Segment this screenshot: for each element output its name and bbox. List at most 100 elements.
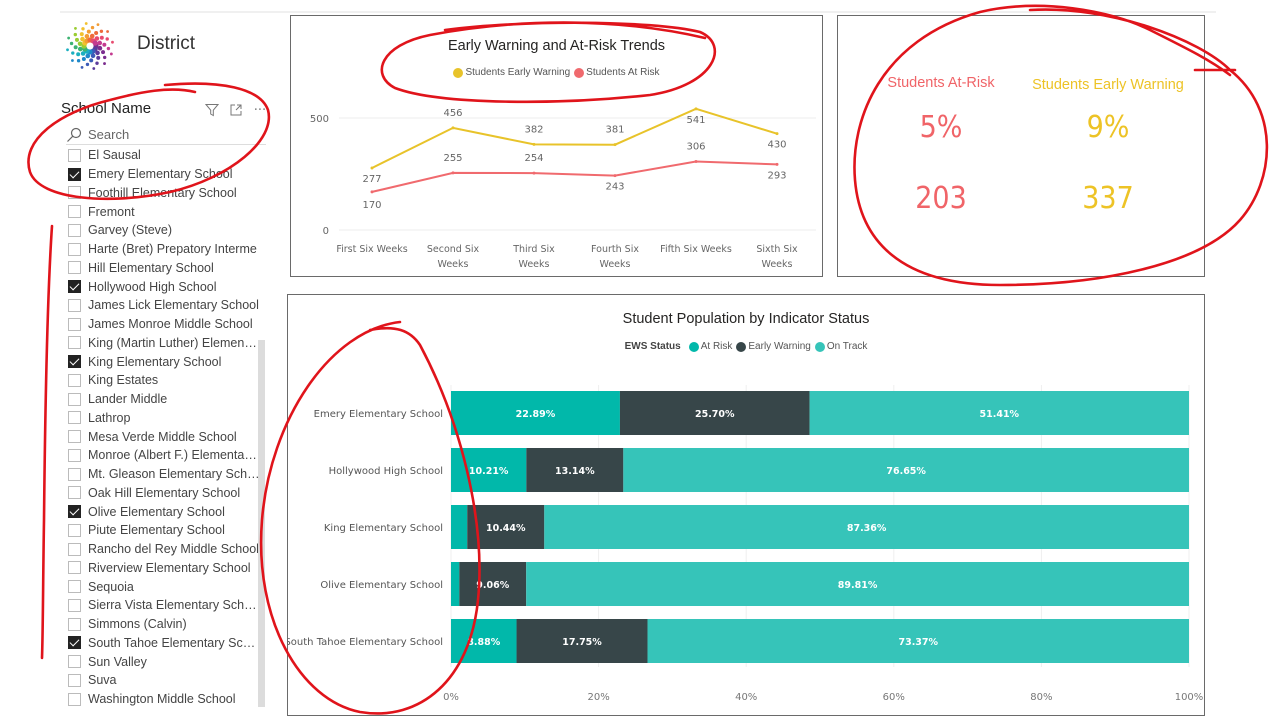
- legend-dot-on-track: [814, 341, 825, 352]
- checkbox-unchecked[interactable]: [68, 317, 81, 331]
- slicer-item[interactable]: Lathrop: [68, 409, 260, 428]
- slicer-item[interactable]: Garvey (Steve): [68, 221, 260, 240]
- x-tick-label: 60%: [883, 692, 905, 703]
- data-point-at-risk: [451, 171, 455, 175]
- slicer-item-label: Mt. Gleason Elementary School: [88, 467, 260, 482]
- checkbox-unchecked[interactable]: [68, 148, 81, 162]
- focus-mode-icon[interactable]: [228, 102, 244, 118]
- checkbox-unchecked[interactable]: [68, 205, 81, 219]
- checkbox-unchecked[interactable]: [68, 223, 81, 237]
- checkbox-unchecked[interactable]: [68, 617, 81, 631]
- slicer-item[interactable]: Lander Middle: [68, 390, 260, 409]
- checkbox-unchecked[interactable]: [68, 242, 81, 256]
- checkbox-unchecked[interactable]: [68, 673, 81, 687]
- bar-segment-early-warning: [619, 391, 810, 435]
- checkbox-unchecked[interactable]: [68, 655, 81, 669]
- slicer-item[interactable]: Foothill Elementary School: [68, 184, 260, 203]
- logo-dot: [77, 46, 83, 52]
- indicator-chart-title: Student Population by Indicator Status: [622, 311, 870, 327]
- slicer-item-label: King Estates: [88, 373, 159, 388]
- slicer-item[interactable]: Hill Elementary School: [68, 259, 260, 278]
- checkbox-unchecked[interactable]: [68, 261, 81, 275]
- slicer-item-label: Lander Middle: [88, 392, 168, 407]
- slicer-item[interactable]: James Lick Elementary School: [68, 296, 260, 315]
- legend-item-at-risk[interactable]: At Risk: [688, 341, 732, 352]
- x-tick-label: Fifth Six Weeks: [660, 244, 732, 255]
- data-point-at-risk: [532, 171, 536, 175]
- school-name-slicer: School Name ··· El Sausal Emery Elementar…: [60, 96, 270, 716]
- checkbox-unchecked[interactable]: [68, 373, 81, 387]
- slicer-item[interactable]: Emery Elementary School: [68, 165, 260, 184]
- y-tick-label: 0: [323, 226, 329, 237]
- slicer-item[interactable]: King Estates: [68, 371, 260, 390]
- slicer-item[interactable]: Sierra Vista Elementary School: [68, 596, 260, 615]
- logo-dot: [111, 40, 114, 44]
- checkbox-unchecked[interactable]: [68, 411, 81, 425]
- search-icon: [67, 127, 82, 142]
- bar-label-on-track: 51.41%: [980, 409, 1020, 420]
- slicer-item[interactable]: Oak Hill Elementary School: [68, 484, 260, 503]
- slicer-item[interactable]: Sequoia: [68, 577, 260, 596]
- logo-dot: [85, 62, 90, 67]
- filter-icon[interactable]: [204, 102, 220, 118]
- checkbox-unchecked[interactable]: [68, 486, 81, 500]
- data-label-at-risk: 293: [767, 170, 786, 181]
- slicer-item[interactable]: Mt. Gleason Elementary School: [68, 465, 260, 484]
- checkbox-checked[interactable]: [68, 505, 81, 519]
- bar-segment-on-track: [623, 448, 1189, 492]
- checkbox-unchecked[interactable]: [68, 448, 81, 462]
- category-label: King Elementary School: [324, 523, 443, 534]
- checkbox-checked[interactable]: [68, 167, 81, 181]
- checkbox-unchecked[interactable]: [68, 692, 81, 706]
- logo-dot: [105, 37, 109, 41]
- logo-dot: [97, 40, 103, 46]
- slicer-item[interactable]: Harte (Bret) Prepatory Interme: [68, 240, 260, 259]
- checkbox-unchecked[interactable]: [68, 430, 81, 444]
- checkbox-unchecked[interactable]: [68, 186, 81, 200]
- checkbox-checked[interactable]: [68, 280, 81, 294]
- checkbox-checked[interactable]: [68, 355, 81, 369]
- slicer-item[interactable]: Piute Elementary School: [68, 521, 260, 540]
- legend-item-on-track[interactable]: On Track: [814, 341, 867, 352]
- slicer-item[interactable]: Olive Elementary School: [68, 502, 260, 521]
- slicer-item[interactable]: Riverview Elementary School: [68, 559, 260, 578]
- slicer-item-label: Hill Elementary School: [88, 260, 214, 275]
- slicer-item[interactable]: Washington Middle School: [68, 690, 260, 709]
- legend-item-early-warning[interactable]: Early Warning: [736, 341, 811, 352]
- logo-dot: [97, 45, 103, 51]
- checkbox-unchecked[interactable]: [68, 598, 81, 612]
- category-label: Emery Elementary School: [314, 409, 443, 420]
- slicer-item[interactable]: Monroe (Albert F.) Elementary ...: [68, 446, 260, 465]
- search-input[interactable]: [88, 127, 258, 142]
- slicer-item[interactable]: King Elementary School: [68, 352, 260, 371]
- more-options-icon[interactable]: ···: [253, 102, 267, 118]
- kpi-early-warning-count: 337: [1082, 181, 1134, 216]
- checkbox-unchecked[interactable]: [68, 561, 81, 575]
- checkbox-unchecked[interactable]: [68, 523, 81, 537]
- slicer-item[interactable]: El Sausal: [68, 146, 260, 165]
- slicer-item[interactable]: Rancho del Rey Middle School: [68, 540, 260, 559]
- slicer-item[interactable]: Suva: [68, 671, 260, 690]
- slicer-item[interactable]: Fremont: [68, 202, 260, 221]
- slicer-item[interactable]: James Monroe Middle School: [68, 315, 260, 334]
- slicer-item[interactable]: Simmons (Calvin): [68, 615, 260, 634]
- slicer-scrollbar[interactable]: [258, 340, 265, 707]
- checkbox-unchecked[interactable]: [68, 298, 81, 312]
- slicer-item-label: Riverview Elementary School: [88, 560, 251, 575]
- slicer-item[interactable]: Hollywood High School: [68, 277, 260, 296]
- logo-dot: [101, 50, 106, 55]
- checkbox-unchecked[interactable]: [68, 336, 81, 350]
- logo-dot: [109, 52, 113, 56]
- slicer-item[interactable]: Mesa Verde Middle School: [68, 427, 260, 446]
- logo-dot: [74, 37, 79, 42]
- checkbox-unchecked[interactable]: [68, 392, 81, 406]
- slicer-item[interactable]: King (Martin Luther) Elementar...: [68, 334, 260, 353]
- checkbox-unchecked[interactable]: [68, 542, 81, 556]
- checkbox-checked[interactable]: [68, 636, 81, 650]
- checkbox-unchecked[interactable]: [68, 467, 81, 481]
- slicer-item[interactable]: South Tahoe Elementary School: [68, 634, 260, 653]
- checkbox-unchecked[interactable]: [68, 580, 81, 594]
- slicer-item[interactable]: Sun Valley: [68, 652, 260, 671]
- logo-dot: [106, 30, 109, 33]
- logo-dot: [95, 61, 99, 65]
